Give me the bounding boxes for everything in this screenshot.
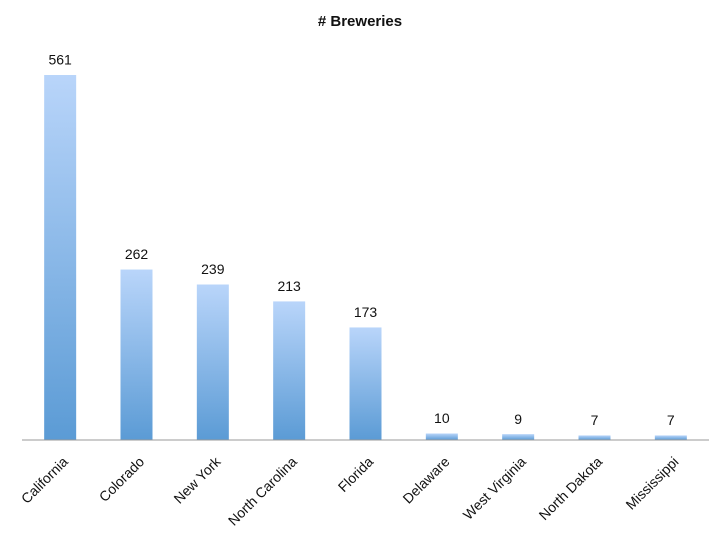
x-tick-label: California xyxy=(18,453,71,506)
value-label: 7 xyxy=(667,412,675,428)
x-tick-label: Colorado xyxy=(96,453,148,505)
x-tick-label: Mississippi xyxy=(622,453,681,512)
bar xyxy=(273,301,306,440)
bar xyxy=(349,327,382,440)
value-label: 10 xyxy=(434,410,450,426)
bar xyxy=(654,435,687,440)
value-label: 7 xyxy=(591,412,599,428)
value-label: 9 xyxy=(514,411,522,427)
value-label: 239 xyxy=(201,261,225,277)
bar xyxy=(120,269,153,440)
bar xyxy=(44,75,77,440)
bar xyxy=(425,433,458,440)
x-tick-label: North Dakota xyxy=(536,453,606,523)
value-label: 262 xyxy=(125,246,149,262)
bar xyxy=(196,284,229,440)
bar xyxy=(578,435,611,440)
x-tick-label: West Virginia xyxy=(460,453,529,522)
x-tick-label: New York xyxy=(170,453,224,507)
value-label: 213 xyxy=(277,278,301,294)
value-label: 173 xyxy=(354,304,378,320)
x-tick-label: Delaware xyxy=(399,453,452,506)
x-tick-label: North Carolina xyxy=(225,453,300,528)
chart-title: # Breweries xyxy=(318,13,402,30)
value-label: 561 xyxy=(48,52,72,68)
bar xyxy=(502,434,535,440)
x-tick-label: Florida xyxy=(335,453,377,495)
